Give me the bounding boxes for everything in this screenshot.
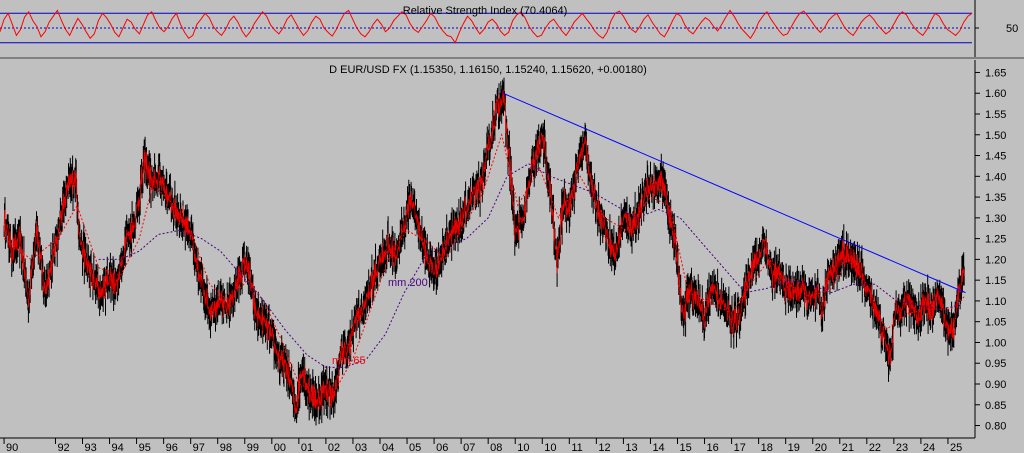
price-close-line: [3, 89, 965, 414]
x-tick-label: 24: [923, 442, 935, 453]
x-tick-label: 08: [490, 442, 502, 453]
x-tick-label: 16: [707, 442, 719, 453]
rsi-title: Relative Strength Index (70.4064): [403, 5, 568, 17]
x-tick-label: 98: [220, 442, 232, 453]
x-tick-label: 94: [112, 442, 124, 453]
trendline: [502, 92, 966, 294]
x-tick-label: 23: [896, 442, 908, 453]
rsi-panel: [0, 9, 973, 44]
x-tick-label: 13: [625, 442, 637, 453]
price-y-axis: 1.65 1.60 1.55 1.50 1.45 1.40 1.35 1.30 1.25 1.20…: [975, 67, 1006, 433]
x-tick-label: 01: [301, 442, 313, 453]
price-y-tick-label: 0.80: [985, 421, 1006, 433]
x-tick-label: 93: [84, 442, 96, 453]
x-tick-label: 19: [788, 442, 800, 453]
rsi-line: [0, 9, 973, 44]
price-y-tick-label: 1.40: [985, 171, 1006, 183]
price-y-tick-label: 1.05: [985, 317, 1006, 329]
x-tick-label: 17: [734, 442, 746, 453]
x-tick-label: 92: [57, 442, 69, 453]
price-y-tick-label: 1.10: [985, 296, 1006, 308]
x-tick-label: 10: [544, 442, 556, 453]
x-axis: 90 92 93 94 95 96 97 98 99 00 01 02 03 04 05 06 07 08 10 10…: [3, 438, 962, 453]
x-tick-label: 11: [571, 442, 582, 453]
x-tick-label: 21: [842, 442, 854, 453]
x-tick-label: 18: [761, 442, 773, 453]
price-y-tick-label: 1.30: [985, 213, 1006, 225]
price-y-tick-label: 1.55: [985, 109, 1006, 121]
x-tick-label: 99: [247, 442, 259, 453]
price-y-tick-label: 0.90: [985, 379, 1006, 391]
price-y-tick-label: 1.65: [985, 67, 1006, 79]
price-y-tick-label: 1.20: [985, 254, 1006, 266]
x-tick-label: 03: [355, 442, 367, 453]
price-y-tick-label: 1.50: [985, 130, 1006, 142]
x-tick-label: 00: [274, 442, 286, 453]
x-tick-label: 96: [166, 442, 178, 453]
x-tick-label: 02: [328, 442, 340, 453]
x-tick-label: 12: [598, 442, 610, 453]
annotation-mm200: mm 200: [388, 277, 428, 289]
x-tick-label: 95: [139, 442, 151, 453]
x-tick-label: 10: [517, 442, 529, 453]
price-panel-background: [0, 60, 975, 438]
x-tick-label: 04: [382, 442, 394, 453]
x-tick-label: 22: [869, 442, 881, 453]
price-y-tick-label: 1.45: [985, 151, 1006, 163]
x-tick-label: 20: [815, 442, 827, 453]
x-tick-label: 25: [950, 442, 962, 453]
x-tick-label: 97: [193, 442, 205, 453]
price-y-tick-label: 1.00: [985, 337, 1006, 349]
price-y-tick-label: 1.25: [985, 234, 1006, 246]
x-tick-label: 05: [409, 442, 421, 453]
annotation-mm65: mm 65: [332, 355, 366, 367]
price-y-tick-label: 1.60: [985, 88, 1006, 100]
x-tick-label: 90: [6, 442, 18, 453]
x-tick-label: 06: [436, 442, 448, 453]
x-tick-label: 15: [679, 442, 691, 453]
price-y-tick-label: 0.85: [985, 400, 1006, 412]
price-y-tick-label: 1.15: [985, 275, 1006, 287]
price-y-tick-label: 0.95: [985, 358, 1006, 370]
mm65-line: [3, 132, 965, 393]
rsi-y-axis: 50: [975, 23, 1018, 35]
x-tick-label: 14: [652, 442, 664, 453]
price-panel: [3, 77, 966, 426]
price-y-tick-label: 1.35: [985, 192, 1006, 204]
price-title: D EUR/USD FX (1.15350, 1.16150, 1.15240,…: [329, 64, 647, 76]
rsi-y-tick-label: 50: [1006, 23, 1018, 35]
mm200-line: [98, 163, 962, 368]
x-tick-label: 07: [463, 442, 475, 453]
